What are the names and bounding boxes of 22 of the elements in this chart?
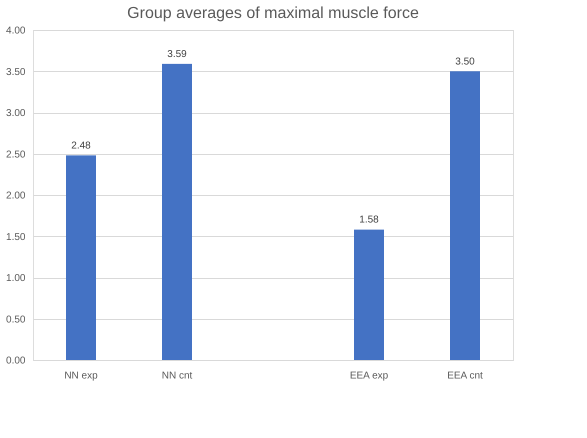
y-tick-label: 3.50	[6, 66, 26, 78]
y-tick-label: 2.50	[6, 149, 26, 160]
x-tick-label: EEA cnt	[447, 370, 484, 382]
y-tick-label: 2.00	[6, 190, 26, 202]
x-tick-label: NN exp	[64, 370, 98, 382]
y-tick-label: 0.50	[6, 314, 26, 326]
y-tick-label: 1.50	[6, 232, 26, 243]
y-tick-label: 0.00	[6, 356, 26, 366]
bar	[354, 230, 384, 360]
bar	[66, 155, 96, 360]
y-tick-label: 4.00	[6, 26, 26, 36]
x-tick-label: EEA exp	[350, 370, 389, 382]
data-label: 1.58	[359, 214, 380, 226]
bar	[162, 64, 192, 360]
y-tick-label: 3.00	[6, 108, 26, 119]
data-label: 2.48	[71, 140, 92, 152]
data-label: 3.50	[455, 56, 476, 68]
y-tick-label: 1.00	[6, 273, 26, 284]
bar	[450, 71, 480, 360]
chart-title: Group averages of maximal muscle force	[127, 5, 419, 22]
data-label: 3.59	[167, 48, 188, 60]
x-tick-label: NN cnt	[162, 370, 192, 382]
